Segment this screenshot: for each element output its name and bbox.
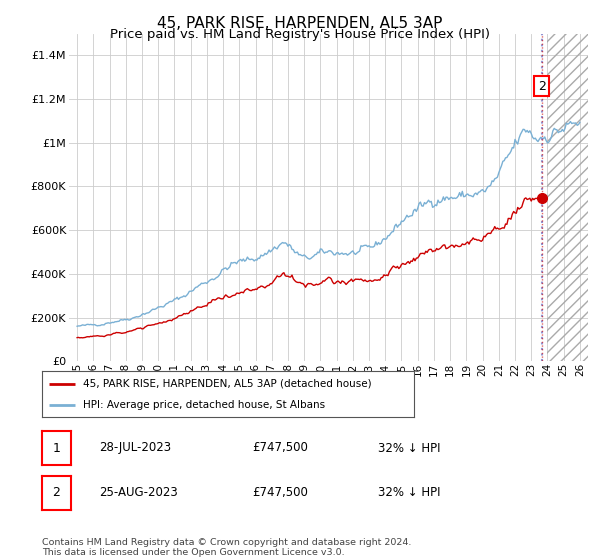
Text: 32% ↓ HPI: 32% ↓ HPI [378, 441, 440, 455]
Text: 2: 2 [52, 486, 61, 500]
Text: 32% ↓ HPI: 32% ↓ HPI [378, 486, 440, 500]
Bar [547, 34, 588, 361]
Text: 25-AUG-2023: 25-AUG-2023 [99, 486, 178, 500]
Text: Price paid vs. HM Land Registry's House Price Index (HPI): Price paid vs. HM Land Registry's House … [110, 28, 490, 41]
Text: 2: 2 [538, 80, 546, 92]
Text: HPI: Average price, detached house, St Albans: HPI: Average price, detached house, St A… [83, 400, 325, 410]
Text: 45, PARK RISE, HARPENDEN, AL5 3AP (detached house): 45, PARK RISE, HARPENDEN, AL5 3AP (detac… [83, 379, 371, 389]
Text: Contains HM Land Registry data © Crown copyright and database right 2024.
This d: Contains HM Land Registry data © Crown c… [42, 538, 412, 557]
Text: £747,500: £747,500 [252, 441, 308, 455]
Text: £747,500: £747,500 [252, 486, 308, 500]
Text: 1: 1 [52, 441, 61, 455]
Text: 45, PARK RISE, HARPENDEN, AL5 3AP: 45, PARK RISE, HARPENDEN, AL5 3AP [157, 16, 443, 31]
Text: 28-JUL-2023: 28-JUL-2023 [99, 441, 171, 455]
